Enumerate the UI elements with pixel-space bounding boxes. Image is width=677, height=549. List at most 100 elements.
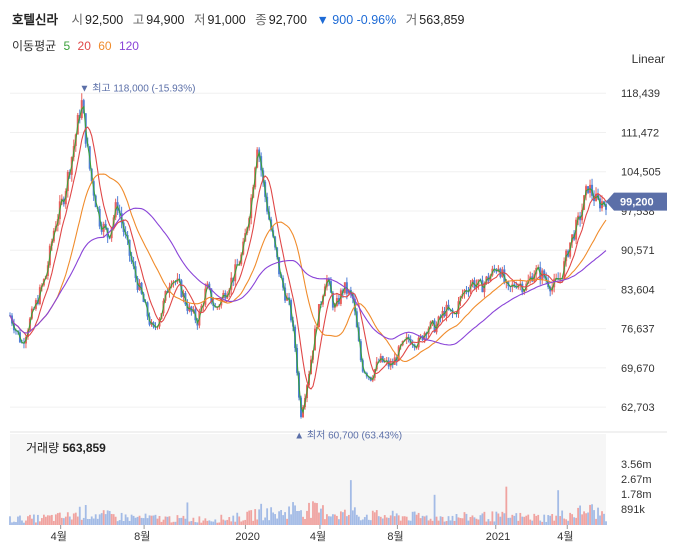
ma-120[interactable]: 120 — [118, 39, 139, 53]
volume-panel-value: 563,859 — [62, 441, 106, 455]
volume-bar — [84, 505, 87, 525]
volume-bar — [555, 515, 558, 525]
y-tick-label: 104,505 — [621, 167, 661, 179]
volume-bar — [347, 514, 350, 525]
volume-bar — [417, 512, 420, 525]
volume-bar — [407, 520, 410, 525]
volume-bar — [136, 516, 139, 525]
volume-bar — [336, 515, 338, 525]
volume-bar — [200, 522, 203, 525]
volume-bar — [427, 520, 430, 525]
moving-average-legend[interactable]: 이동평균 5 20 60 120 — [12, 37, 143, 54]
volume-bar — [148, 515, 151, 525]
volume-bar — [80, 519, 83, 525]
volume-bar — [122, 520, 125, 525]
scale-mode-toggle[interactable]: Linear — [631, 52, 665, 66]
volume-bar — [106, 510, 109, 525]
volume-bar — [290, 514, 292, 525]
volume-bar — [461, 518, 464, 525]
volume-bar — [104, 514, 107, 525]
volume-bar — [573, 517, 576, 525]
volume-bar — [274, 514, 277, 525]
volume-bar — [397, 515, 400, 525]
volume-bar — [302, 516, 304, 525]
volume-bar — [501, 511, 504, 525]
volume-bar — [365, 514, 368, 525]
volume-bar — [549, 515, 552, 525]
volume-bar — [208, 520, 211, 525]
volume-bar — [304, 518, 306, 525]
volume-bar — [395, 513, 398, 525]
volume-bar — [266, 508, 269, 525]
ma-5[interactable]: 5 — [63, 39, 71, 53]
ma-60[interactable]: 60 — [98, 39, 112, 53]
volume-bar — [527, 514, 530, 525]
volume-bar — [455, 514, 458, 525]
volume-bar — [591, 504, 593, 525]
candle-body — [605, 204, 607, 210]
volume-bar — [134, 517, 137, 525]
volume-bar — [306, 510, 308, 525]
volume-value: 563,859 — [419, 13, 465, 27]
volume-bar — [467, 520, 470, 525]
volume-bar — [154, 514, 157, 525]
low-label: 저 — [193, 13, 206, 27]
volume-bar — [481, 513, 484, 525]
stock-name: 호텔신라 — [12, 13, 59, 27]
volume-bar — [320, 508, 322, 525]
volume-bar — [537, 514, 540, 525]
volume-bar — [505, 486, 508, 525]
volume-bar — [593, 510, 595, 525]
change-amount: 900 — [332, 13, 354, 27]
volume-bar — [13, 521, 15, 525]
y-tick-label: 90,571 — [621, 245, 655, 257]
y-tick-label: 69,670 — [621, 363, 655, 375]
volume-bar — [533, 513, 536, 525]
volume-bar — [268, 520, 271, 525]
volume-tick-label: 2.67m — [621, 474, 652, 486]
high-price-marker: ▼ 최고 118,000 (-15.93%) — [80, 83, 196, 95]
volume-bar — [230, 521, 233, 525]
volume-bar — [276, 518, 279, 525]
volume-bar — [479, 515, 482, 525]
volume-bar — [401, 516, 404, 525]
volume-bar — [278, 511, 280, 525]
volume-bar — [349, 480, 352, 525]
volume-bar — [204, 518, 207, 525]
y-tick-label: 111,472 — [621, 127, 659, 139]
volume-bar — [38, 521, 41, 525]
volume-bar — [198, 516, 201, 525]
volume-bar — [507, 517, 510, 525]
volume-bar — [314, 502, 316, 525]
volume-bar — [581, 514, 583, 525]
volume-bar — [166, 516, 169, 525]
volume-bar — [288, 506, 290, 525]
ma-legend-label: 이동평균 — [12, 39, 57, 53]
volume-bar — [294, 505, 296, 525]
volume-bar — [545, 521, 548, 525]
volume-bar — [124, 514, 127, 525]
ma20-line — [9, 126, 607, 390]
volume-bar — [160, 521, 163, 525]
volume-label: 거 — [405, 13, 418, 27]
volume-bar — [499, 516, 502, 525]
volume-bar — [78, 506, 81, 525]
y-tick-label: 62,703 — [621, 402, 655, 414]
volume-bar — [316, 503, 318, 525]
volume-bar — [162, 519, 165, 525]
volume-bar — [405, 516, 408, 525]
volume-bar — [443, 521, 446, 525]
ma-20[interactable]: 20 — [77, 39, 91, 53]
volume-bar — [487, 519, 490, 525]
volume-bar — [82, 517, 85, 525]
volume-bar — [399, 520, 402, 525]
volume-bar — [240, 521, 243, 525]
volume-bar — [459, 518, 462, 525]
volume-bar — [180, 517, 183, 525]
y-tick-label: 76,637 — [621, 324, 655, 336]
volume-bar — [451, 515, 454, 525]
volume-bar — [477, 519, 480, 525]
volume-bar — [176, 515, 179, 525]
volume-bar — [298, 510, 300, 525]
